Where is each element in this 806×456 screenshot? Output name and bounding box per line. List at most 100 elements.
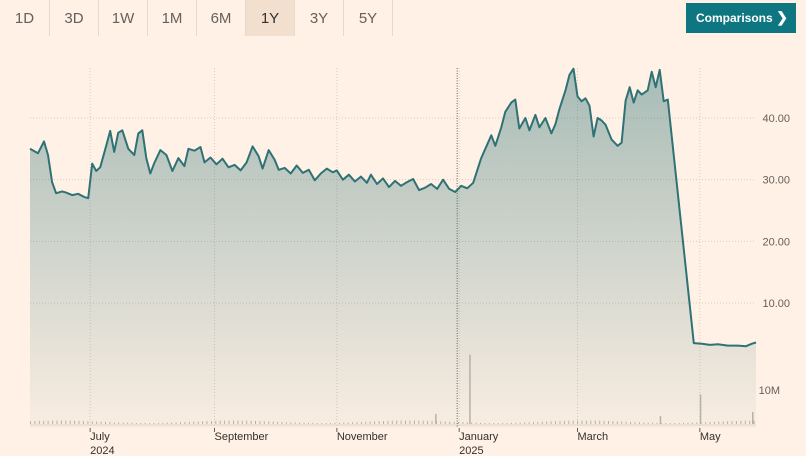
range-button-1d[interactable]: 1D (0, 0, 50, 36)
volume-bar (268, 421, 270, 424)
volume-bar (735, 421, 737, 424)
volume-bar (674, 423, 676, 424)
x-tick-year: 2025 (459, 445, 483, 456)
volume-bar (38, 420, 40, 424)
range-button-1y[interactable]: 1Y (246, 0, 295, 36)
volume-bar (634, 422, 636, 424)
volume-bar (524, 422, 526, 424)
volume-bar (740, 420, 742, 424)
volume-bar (493, 423, 495, 424)
x-tick-year: 2024 (90, 445, 114, 456)
volume-bar (334, 422, 336, 424)
volume-bar (378, 421, 380, 424)
volume-bar (616, 421, 618, 424)
volume-bar (87, 421, 89, 424)
volume-bar (449, 421, 451, 424)
volume-bar (453, 421, 455, 424)
range-button-5y[interactable]: 5Y (344, 0, 393, 36)
volume-bar (131, 422, 133, 424)
volume-bar (563, 420, 565, 424)
volume-bar (383, 421, 384, 424)
volume-bar (669, 423, 671, 424)
volume-bar (166, 422, 168, 424)
volume-bar (113, 422, 115, 424)
volume-bar (396, 420, 398, 424)
volume-bar (510, 422, 512, 424)
volume-bar (409, 420, 411, 424)
volume-bar (224, 420, 226, 424)
volume-bar (502, 423, 504, 424)
x-tick-label: January (459, 431, 499, 443)
volume-bar (405, 420, 406, 424)
volume-bar (749, 420, 751, 424)
volume-bar (250, 420, 252, 424)
volume-bar (418, 420, 420, 424)
volume-bar (497, 423, 499, 424)
range-button-6m[interactable]: 6M (197, 0, 246, 36)
volume-bar (109, 422, 111, 424)
comparisons-button[interactable]: Comparisons ❯ (686, 3, 796, 33)
volume-bar (647, 422, 649, 424)
x-tick-label: May (700, 431, 721, 443)
volume-bar (105, 421, 106, 424)
volume-bar (691, 422, 693, 424)
volume-bar (127, 422, 129, 424)
volume-bar (550, 421, 552, 424)
volume-bar (144, 423, 146, 424)
volume-bar (193, 421, 195, 424)
volume-bar (118, 422, 120, 424)
volume-bar (135, 422, 137, 424)
range-button-3y[interactable]: 3Y (295, 0, 344, 36)
volume-bar (281, 422, 283, 424)
volume-bar (149, 423, 151, 424)
volume-bar (188, 421, 190, 424)
volume-bar (206, 421, 208, 424)
volume-bar (458, 422, 459, 424)
volume-bar (210, 421, 212, 424)
volume-bar (277, 421, 279, 424)
volume-spike (752, 412, 754, 424)
volume-spike (699, 394, 702, 424)
volume-bar (471, 422, 473, 424)
volume-bar (171, 422, 173, 424)
volume-bar (343, 422, 345, 424)
volume-bar (215, 420, 217, 424)
time-range-selector: 1D 3D 1W 1M 6M 1Y 3Y 5Y (0, 0, 393, 36)
volume-bar (413, 420, 415, 424)
volume-bar (638, 422, 640, 424)
volume-bar (422, 420, 424, 424)
range-button-3d[interactable]: 3D (50, 0, 99, 36)
volume-tick-label: 10M (759, 385, 780, 397)
volume-bar (96, 421, 98, 424)
volume-bar (387, 420, 389, 424)
volume-bar (140, 423, 142, 424)
volume-bar (643, 422, 645, 424)
volume-bar (722, 421, 724, 424)
volume-bar (34, 421, 36, 424)
volume-bar (488, 423, 490, 424)
volume-bar (162, 422, 164, 424)
volume-bar (259, 421, 261, 424)
volume-bar (56, 420, 58, 424)
range-button-1m[interactable]: 1M (148, 0, 197, 36)
volume-bar (744, 420, 746, 424)
volume-bar (65, 420, 67, 424)
volume-bar (369, 421, 371, 424)
volume-bar (660, 422, 662, 424)
volume-bar (581, 420, 583, 424)
volume-bar (356, 422, 358, 424)
y-tick-label: 20.00 (762, 236, 790, 248)
volume-bar (466, 422, 468, 424)
volume-bar (91, 421, 93, 424)
volume-bar (519, 422, 521, 424)
range-button-1w[interactable]: 1W (99, 0, 148, 36)
volume-bar (440, 421, 442, 424)
volume-bar (475, 422, 477, 424)
volume-bar (184, 422, 186, 424)
volume-bar (360, 422, 362, 424)
volume-bar (590, 420, 592, 424)
volume-bar (352, 422, 354, 424)
volume-bar (294, 422, 296, 424)
volume-bar (47, 420, 49, 424)
